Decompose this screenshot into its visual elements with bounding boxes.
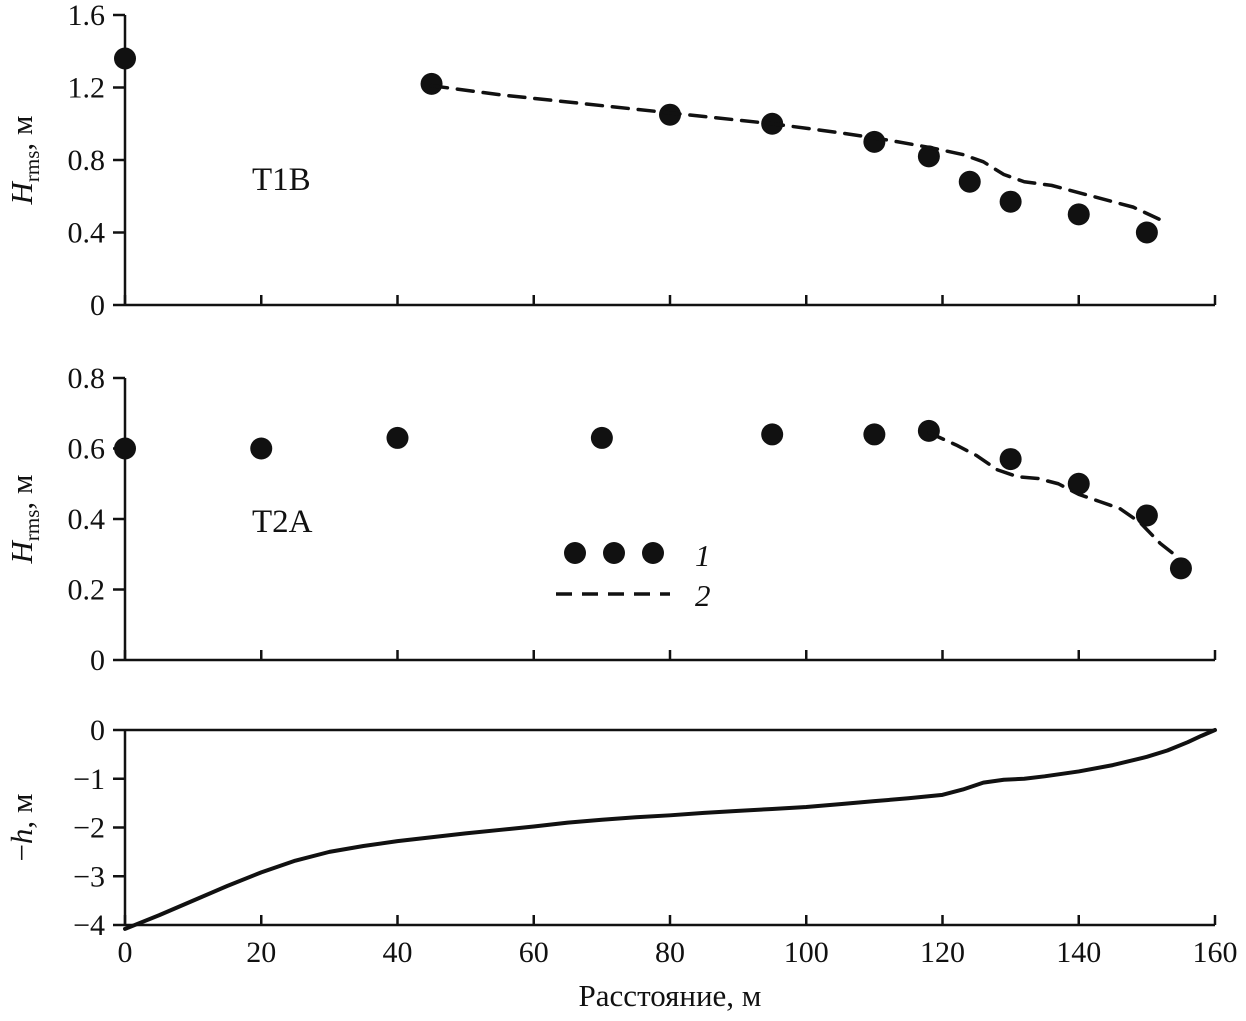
data-point (114, 437, 136, 460)
data-point (590, 426, 613, 449)
y-axis-label: Hrms, м (4, 474, 44, 564)
legend-label-1: 1 (695, 538, 711, 573)
data-point (386, 426, 409, 449)
data-point (1067, 472, 1090, 495)
y-tick-label: 0 (90, 289, 105, 322)
y-tick-label: 0.8 (68, 362, 106, 395)
depth-profile (123, 728, 1217, 931)
legend-dot-marker (603, 542, 625, 564)
x-tick-label: 160 (1193, 936, 1238, 969)
panel1-label: T1B (252, 162, 311, 198)
data-point (863, 423, 886, 446)
panel2-label: T2A (252, 504, 313, 540)
y-axis-label: Hrms, м (4, 115, 44, 205)
data-point (958, 170, 981, 193)
model-curve (429, 83, 1163, 222)
data-point (999, 190, 1022, 213)
x-tick-label: 140 (1056, 936, 1101, 969)
data-point (917, 419, 940, 442)
legend-dot-marker (564, 542, 586, 564)
x-tick-label: 100 (784, 936, 829, 969)
legend-label-2: 2 (695, 578, 711, 613)
data-point (659, 103, 681, 126)
y-tick-label: 0.8 (68, 144, 106, 177)
y-tick-label: −1 (73, 763, 105, 796)
y-tick-label: 0 (90, 644, 105, 677)
x-tick-label: 120 (920, 936, 965, 969)
data-point (917, 145, 940, 168)
x-tick-label: 20 (246, 936, 276, 969)
y-tick-label: 0.4 (68, 217, 106, 250)
x-axis-label: Расстояние, м (579, 978, 762, 1013)
x-tick-label: 80 (655, 936, 685, 969)
y-tick-label: 0.6 (68, 433, 106, 466)
x-tick-label: 40 (383, 936, 413, 969)
y-tick-label: 0.4 (68, 503, 106, 536)
data-point (1169, 557, 1192, 580)
data-point (420, 72, 443, 95)
y-tick-label: 0.2 (68, 574, 106, 607)
panel-t1b: 0 0.4 0.8 1.2 1.6 Hrms, м (4, 0, 1217, 322)
x-tick-label: 0 (118, 936, 133, 969)
y-tick-label: −3 (73, 860, 105, 893)
y-tick-label: 1.2 (68, 72, 106, 105)
data-point (250, 437, 273, 460)
y-tick-label: 1.6 (68, 0, 106, 32)
data-point (1067, 203, 1090, 226)
data-point (999, 448, 1022, 471)
y-axis-label: −h, м (4, 793, 39, 861)
y-tick-label: −4 (73, 909, 105, 942)
panel-depth: 0 −1 −2 −3 −4 −h, м (4, 714, 1217, 942)
data-point (1135, 504, 1158, 527)
y-tick-label: 0 (90, 714, 105, 747)
legend-dot-marker (642, 542, 664, 564)
x-tick-label: 60 (519, 936, 549, 969)
drawn-layers: 0 0.4 0.8 1.2 1.6 Hrms, м 0 0.2 0.4 0.6 0.8 Hrms, м… (4, 0, 1238, 969)
model-curve (927, 430, 1183, 564)
data-point (863, 130, 886, 153)
y-tick-label: −2 (73, 812, 105, 845)
panel-t2a: 0 0.2 0.4 0.6 0.8 Hrms, м (4, 362, 1217, 677)
data-point (761, 423, 784, 446)
data-point (114, 47, 136, 70)
data-point (1135, 221, 1158, 244)
